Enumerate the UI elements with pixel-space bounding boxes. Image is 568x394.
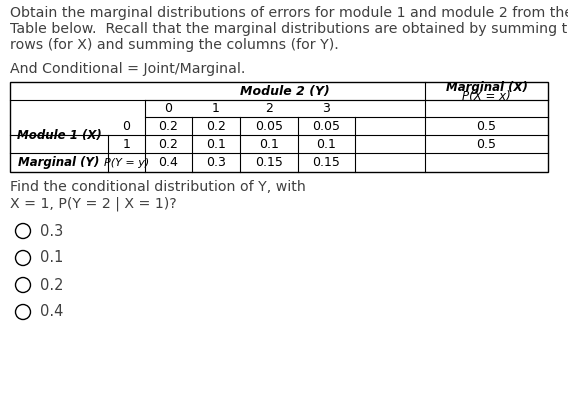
Text: 0.4: 0.4	[40, 305, 64, 320]
Text: X = 1, P(Y = 2 | X = 1)?: X = 1, P(Y = 2 | X = 1)?	[10, 196, 177, 210]
Text: Module 2 (Y): Module 2 (Y)	[240, 84, 330, 97]
Text: 0.15: 0.15	[255, 156, 283, 169]
Text: 0.1: 0.1	[316, 138, 336, 151]
Text: 1: 1	[212, 102, 220, 115]
Text: Obtain the marginal distributions of errors for module 1 and module 2 from the: Obtain the marginal distributions of err…	[10, 6, 568, 20]
Text: P(Y = y): P(Y = y)	[104, 158, 149, 167]
Text: 2: 2	[265, 102, 273, 115]
Text: 0.2: 0.2	[206, 119, 226, 132]
Text: 0.5: 0.5	[477, 138, 496, 151]
Text: 0: 0	[123, 119, 131, 132]
Text: Marginal (Y): Marginal (Y)	[18, 156, 100, 169]
Text: 3: 3	[323, 102, 331, 115]
Text: rows (for X) and summing the columns (for Y).: rows (for X) and summing the columns (fo…	[10, 38, 339, 52]
Text: P(X = x): P(X = x)	[462, 89, 511, 102]
Text: Module 1 (X): Module 1 (X)	[16, 128, 101, 141]
Text: 0.1: 0.1	[40, 251, 64, 266]
Text: 0.3: 0.3	[40, 223, 63, 238]
Text: 0.2: 0.2	[40, 277, 64, 292]
Text: 0.2: 0.2	[158, 119, 178, 132]
Text: 0.5: 0.5	[477, 119, 496, 132]
Text: 0.3: 0.3	[206, 156, 226, 169]
Text: Table below.  Recall that the marginal distributions are obtained by summing the: Table below. Recall that the marginal di…	[10, 22, 568, 36]
Text: Marginal (X): Marginal (X)	[445, 80, 528, 93]
Text: 0.4: 0.4	[158, 156, 178, 169]
Text: 0.2: 0.2	[158, 138, 178, 151]
Text: 0.15: 0.15	[312, 156, 340, 169]
Text: And Conditional = Joint/Marginal.: And Conditional = Joint/Marginal.	[10, 62, 245, 76]
Text: 0.1: 0.1	[259, 138, 279, 151]
Text: 0: 0	[165, 102, 173, 115]
Text: 0.05: 0.05	[255, 119, 283, 132]
Text: 0.05: 0.05	[312, 119, 340, 132]
Bar	[10, 82, 548, 172]
Text: Find the conditional distribution of Y, with: Find the conditional distribution of Y, …	[10, 180, 306, 194]
Text: 1: 1	[123, 138, 131, 151]
Text: 0.1: 0.1	[206, 138, 226, 151]
